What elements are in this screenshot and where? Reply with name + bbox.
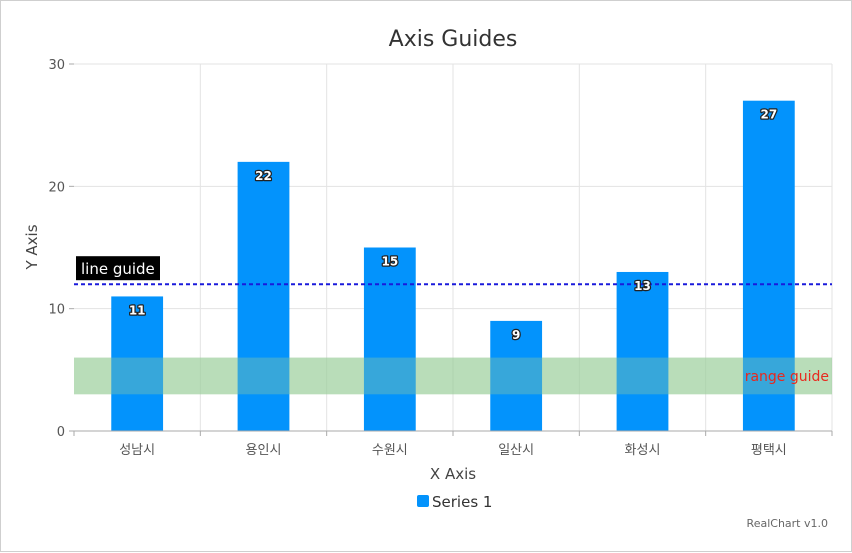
range-guide-overlay (74, 357, 832, 395)
data-label: 13 (634, 279, 651, 293)
x-axis-title: X Axis (430, 465, 476, 483)
bar[interactable] (616, 271, 669, 431)
legend-swatch (417, 495, 429, 507)
y-tick-label: 10 (48, 303, 65, 318)
bar[interactable] (237, 161, 290, 431)
legend[interactable]: Series 1 (417, 493, 492, 511)
y-tick-label: 30 (48, 58, 65, 73)
x-tick-label: 용인시 (246, 443, 282, 458)
y-tick-label: 0 (57, 425, 65, 440)
data-label: 22 (255, 169, 272, 183)
line-guide: line guide (74, 256, 832, 286)
x-tick-label: 일산시 (498, 443, 534, 458)
chart-title: Axis Guides (389, 27, 518, 52)
bar[interactable] (490, 320, 543, 431)
data-label: 9 (512, 328, 520, 342)
data-label: 11 (129, 303, 146, 317)
x-tick-label: 수원시 (372, 443, 408, 458)
x-tick-label: 화성시 (625, 443, 661, 458)
y-axis-title: Y Axis (23, 224, 41, 270)
bar[interactable] (363, 247, 416, 432)
y-tick-labels: 0 10 20 30 (48, 58, 65, 440)
x-tick-label: 성남시 (119, 443, 155, 458)
line-guide-label-bg (76, 256, 160, 281)
axes (69, 63, 833, 436)
bars (74, 100, 832, 432)
range-guide-label: range guide (745, 369, 829, 385)
credits: RealChart v1.0 (747, 517, 828, 530)
data-label: 15 (381, 255, 398, 269)
bar[interactable] (742, 100, 795, 431)
range-guide (74, 357, 832, 395)
legend-label: Series 1 (432, 493, 492, 511)
bar[interactable] (111, 296, 164, 431)
y-tick-label: 20 (48, 180, 65, 195)
x-tick-labels: 성남시 용인시 수원시 일산시 화성시 평택시 (119, 443, 787, 458)
range-guide-band (74, 357, 832, 395)
x-tick-label: 평택시 (751, 443, 787, 458)
data-label: 27 (760, 108, 777, 122)
line-guide-label: line guide (81, 260, 155, 278)
data-labels: 11 22 15 9 13 27 (128, 106, 779, 343)
